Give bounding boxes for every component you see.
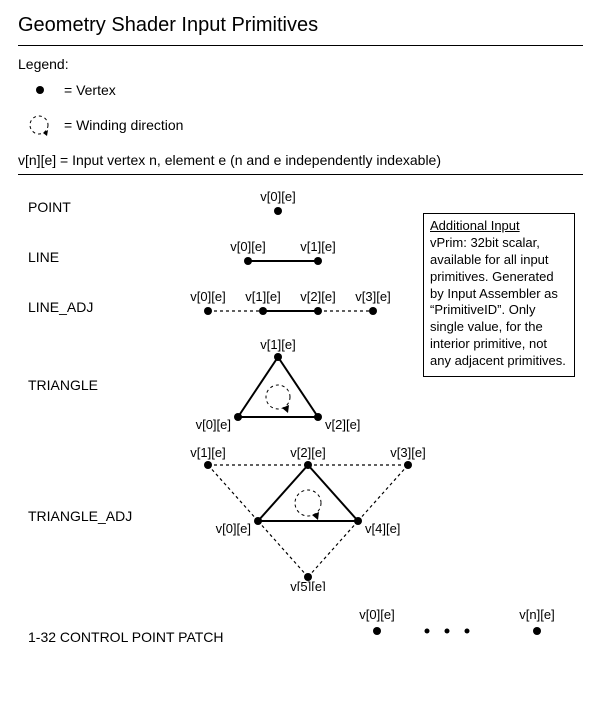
rule-1: [18, 45, 583, 46]
vertex-dot-icon: [234, 413, 242, 421]
winding-arrow-icon: [282, 405, 289, 413]
index-note: v[n][e] = Input vertex n, element e (n a…: [18, 152, 583, 168]
label-triangle: TRIANGLE: [18, 377, 178, 393]
vertex-dot-icon: [254, 517, 262, 525]
diagram-line: v[0][e] v[1][e]: [178, 235, 378, 279]
edge: [258, 465, 308, 521]
edge-adj: [258, 521, 308, 577]
v-label: v[3][e]: [355, 289, 390, 304]
vertex-dot-icon: [24, 86, 56, 94]
diagram-triangle: v[1][e] v[0][e] v[2][e]: [178, 335, 378, 435]
edge-adj: [208, 465, 258, 521]
sidebox-body: vPrim: 32bit scalar, available for all i…: [430, 235, 566, 368]
diagram-line-adj: v[0][e] v[1][e] v[2][e] v[3][e]: [178, 285, 418, 329]
label-line-adj: LINE_ADJ: [18, 299, 178, 315]
v-label: v[2][e]: [290, 445, 325, 460]
label-triangle-adj: TRIANGLE_ADJ: [18, 508, 178, 524]
ellipsis-dot-icon: [445, 629, 450, 634]
additional-input-box: Additional Input vPrim: 32bit scalar, av…: [423, 213, 575, 377]
legend-winding-label: = Winding direction: [64, 117, 183, 133]
vertex-dot-icon: [314, 307, 322, 315]
vertex-dot-icon: [373, 627, 381, 635]
page: Geometry Shader Input Primitives Legend:…: [0, 0, 601, 655]
diagram-point: v[0][e]: [178, 185, 378, 229]
v-label: v[0][e]: [230, 239, 265, 254]
legend-vertex: = Vertex: [24, 82, 583, 98]
winding-icon: [24, 112, 56, 138]
legend-winding: = Winding direction: [24, 112, 583, 138]
legend-heading: Legend:: [18, 56, 583, 72]
v-label: v[0][e]: [216, 521, 251, 536]
winding-icon: [295, 490, 321, 516]
legend-vertex-label: = Vertex: [64, 82, 116, 98]
vertex-dot-icon: [244, 257, 252, 265]
vertex-dot-icon: [369, 307, 377, 315]
ellipsis-dot-icon: [425, 629, 430, 634]
edge: [308, 465, 358, 521]
vertex-dot-icon: [204, 461, 212, 469]
primitives-content: Additional Input vPrim: 32bit scalar, av…: [18, 185, 583, 645]
edge-adj: [358, 465, 408, 521]
winding-icon: [266, 385, 290, 409]
v-label: v[n][e]: [519, 607, 554, 622]
label-line: LINE: [18, 249, 178, 265]
v-label: v[1][e]: [260, 337, 295, 352]
v-label: v[0][e]: [190, 289, 225, 304]
diagram-triangle-adj: v[1][e] v[2][e] v[3][e] v[0][e] v[4][e] …: [178, 441, 438, 591]
v-label: v[2][e]: [300, 289, 335, 304]
vertex-dot-icon: [354, 517, 362, 525]
v-label: v[0][e]: [260, 189, 295, 204]
v-label: v[1][e]: [300, 239, 335, 254]
label-point: POINT: [18, 199, 178, 215]
v-label: v[4][e]: [365, 521, 400, 536]
row-triangle-adj: TRIANGLE_ADJ: [18, 441, 583, 591]
vertex-dot-icon: [533, 627, 541, 635]
v-label: v[2][e]: [325, 417, 360, 432]
vertex-dot-icon: [314, 413, 322, 421]
v-label: v[1][e]: [245, 289, 280, 304]
v-label: v[5][e]: [290, 579, 325, 591]
vertex-dot-icon: [314, 257, 322, 265]
v-label: v[0][e]: [196, 417, 231, 432]
v-label: v[3][e]: [390, 445, 425, 460]
edge-adj: [308, 521, 358, 577]
diagram-patch: v[0][e] v[n][e]: [238, 605, 583, 645]
vertex-dot-icon: [259, 307, 267, 315]
vertex-dot-icon: [274, 207, 282, 215]
ellipsis-dot-icon: [465, 629, 470, 634]
vertex-dot-icon: [204, 307, 212, 315]
row-patch: 1-32 CONTROL POINT PATCH v[0][e] v[n][e]: [18, 605, 583, 645]
vertex-dot-icon: [274, 353, 282, 361]
v-label: v[1][e]: [190, 445, 225, 460]
sidebox-heading: Additional Input: [430, 218, 520, 233]
page-title: Geometry Shader Input Primitives: [18, 14, 583, 37]
v-label: v[0][e]: [359, 607, 394, 622]
label-patch: 1-32 CONTROL POINT PATCH: [18, 629, 238, 645]
vertex-dot-icon: [304, 461, 312, 469]
vertex-dot-icon: [404, 461, 412, 469]
rule-2: [18, 174, 583, 175]
